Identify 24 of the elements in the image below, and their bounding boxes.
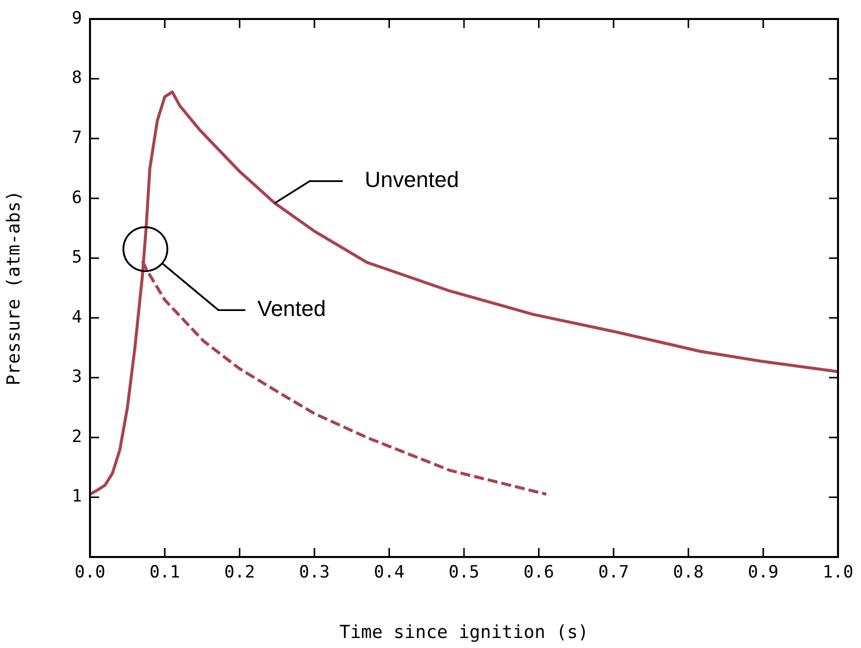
y-tick-label: 8 [72, 68, 82, 88]
y-axis-title: Pressure (atm-abs) [3, 190, 24, 386]
x-tick-label: 0.6 [523, 562, 554, 583]
x-tick-label: 0.4 [374, 562, 405, 583]
x-tick-label: 0.8 [673, 562, 704, 583]
y-tick-label: 1 [72, 486, 82, 507]
x-tick-label: 0.9 [748, 562, 779, 583]
y-tick-label: 5 [72, 248, 82, 268]
x-tick-label: 0.0 [74, 562, 106, 583]
x-tick-label: 0.1 [149, 562, 180, 583]
x-tick-label: 0.5 [448, 562, 480, 583]
y-tick-label: 6 [72, 188, 82, 208]
annotation: Unvented [364, 167, 459, 192]
x-axis-title: Time since ignition (s) [339, 622, 589, 643]
y-tick-label: 3 [72, 367, 82, 388]
y-tick-label: 4 [72, 307, 82, 328]
x-tick-label: 0.3 [299, 562, 330, 583]
x-tick-label: 0.2 [224, 562, 255, 583]
y-tick-label: 2 [72, 426, 82, 447]
y-tick-label: 9 [72, 8, 82, 28]
x-tick-label: 1.0 [822, 562, 854, 583]
annotation: Vented [257, 296, 326, 322]
y-tick-label: 7 [72, 128, 82, 148]
x-tick-label: 0.7 [598, 562, 629, 583]
